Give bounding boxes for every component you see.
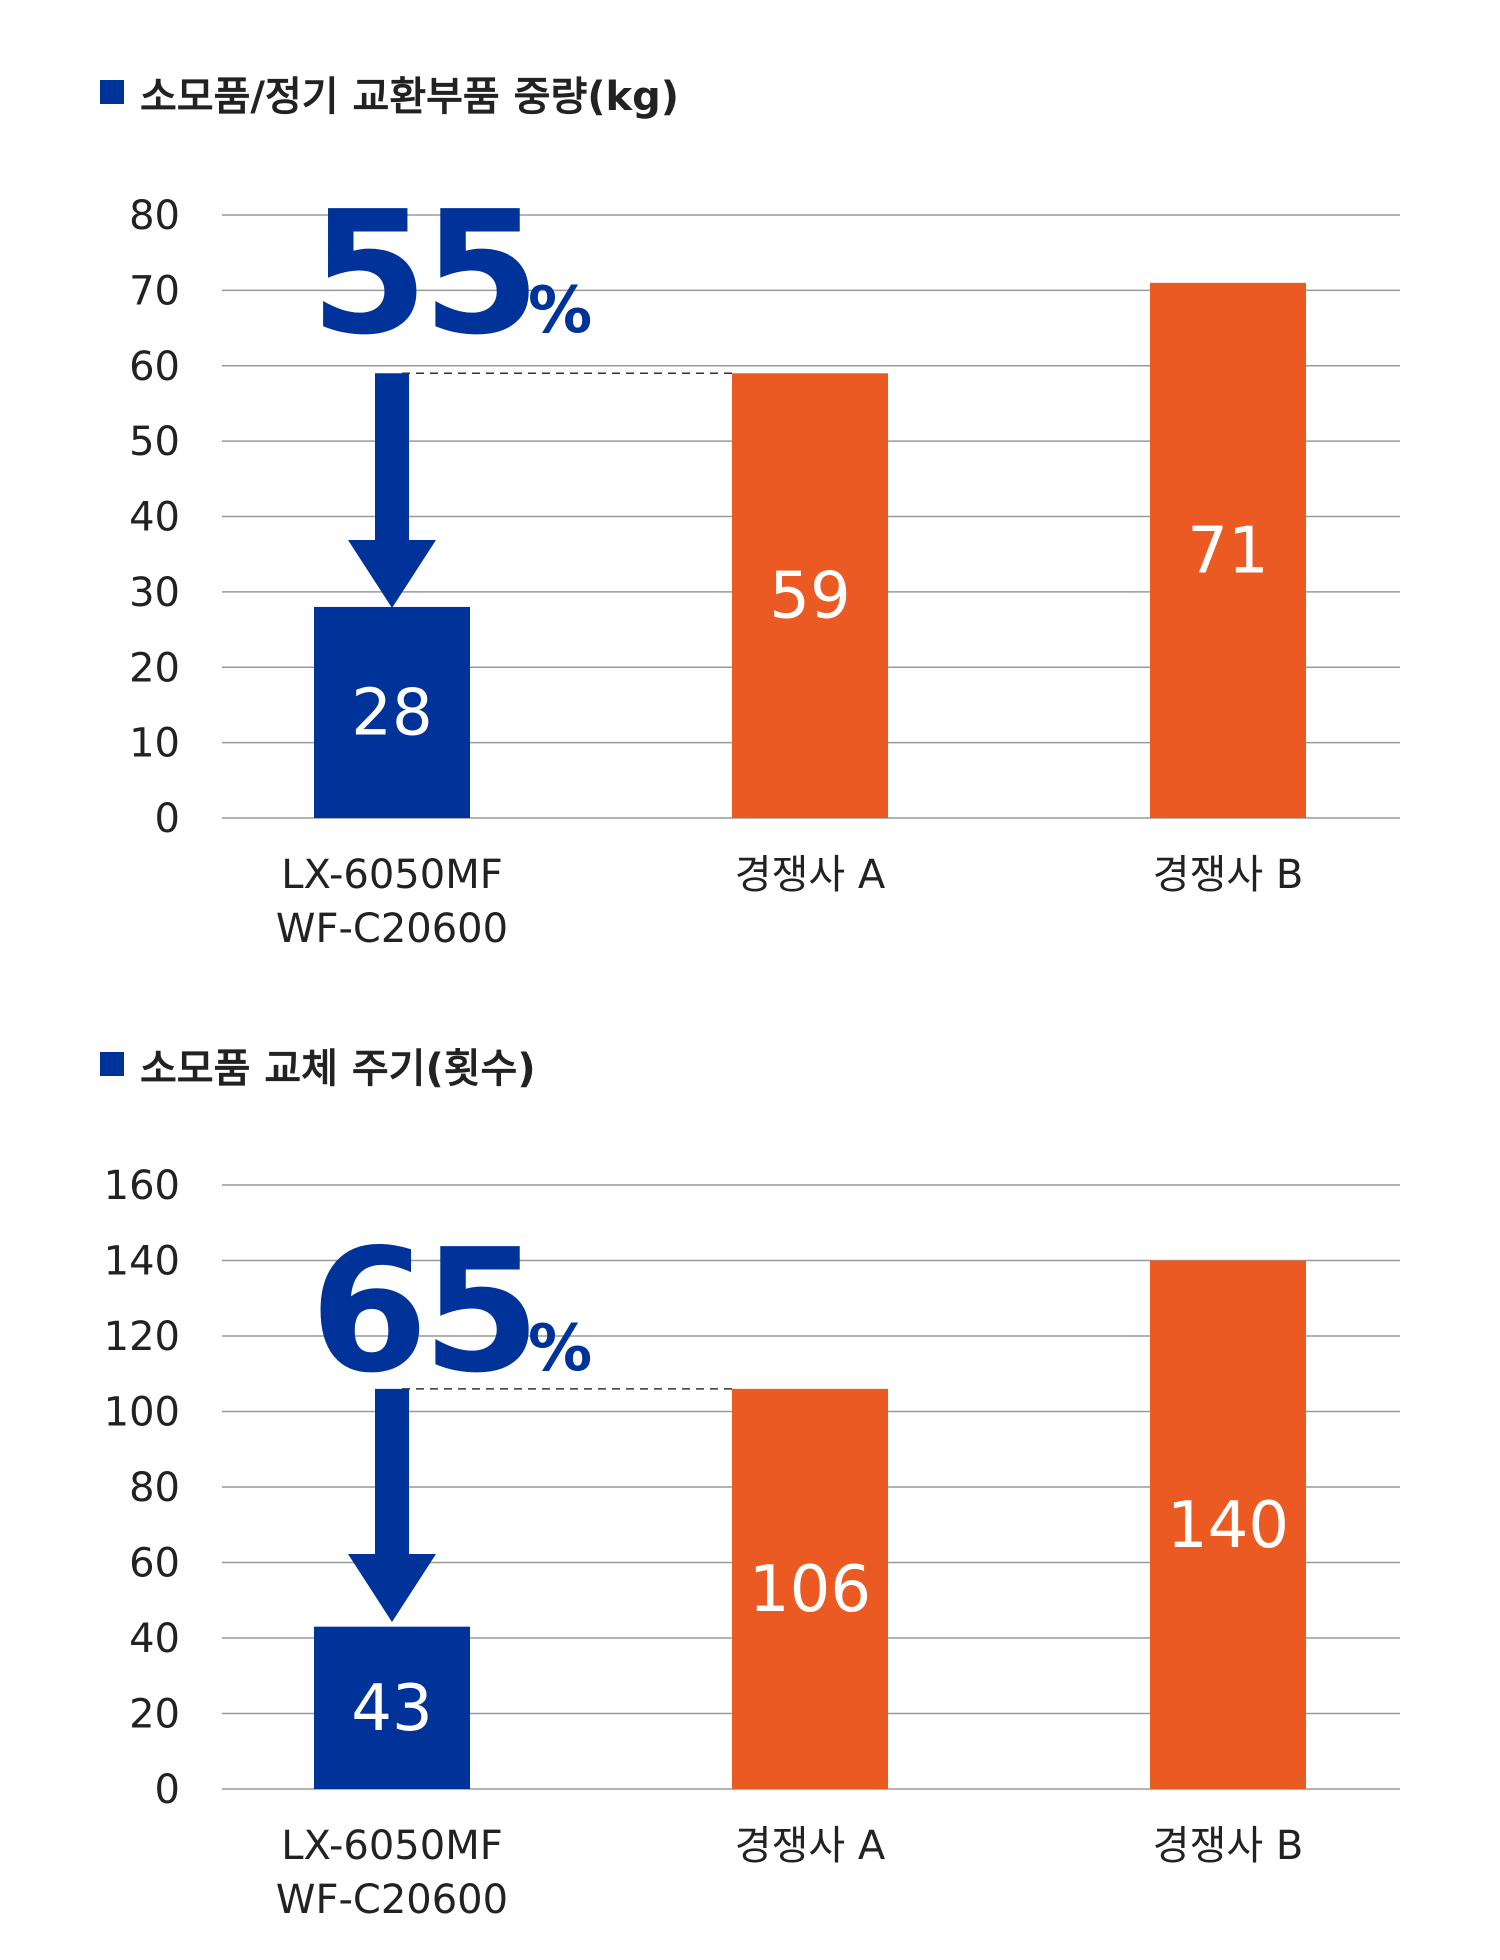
y-tick-label: 30: [129, 570, 180, 616]
y-tick-label: 80: [129, 193, 180, 239]
x-category-label: 경쟁사 A: [735, 1823, 886, 1869]
bar-competitor: [732, 373, 888, 818]
reduction-percent: 65: [310, 1213, 535, 1411]
y-tick-label: 40: [129, 1616, 180, 1662]
y-tick-label: 40: [129, 495, 180, 541]
bar-value-label: 59: [769, 560, 850, 634]
percent-sign: %: [528, 274, 592, 348]
y-tick-label: 160: [104, 1163, 180, 1209]
y-tick-label: 60: [129, 344, 180, 390]
bar-competitor: [1150, 1260, 1306, 1789]
title-marker: [100, 1052, 124, 1076]
x-category-label: 경쟁사 B: [1153, 852, 1304, 898]
y-tick-label: 20: [129, 645, 180, 691]
y-tick-label: 80: [129, 1465, 180, 1511]
y-tick-label: 140: [104, 1239, 180, 1285]
reduction-percent: 55: [310, 175, 535, 373]
bar-competitor: [732, 1388, 888, 1789]
percent-sign: %: [528, 1312, 592, 1386]
title-marker: [100, 80, 124, 104]
bar-value-label: 43: [351, 1672, 432, 1746]
y-tick-label: 0: [155, 1767, 180, 1813]
y-tick-label: 20: [129, 1692, 180, 1738]
y-tick-label: 60: [129, 1541, 180, 1587]
bar-competitor: [1150, 282, 1306, 818]
x-category-label: LX-6050MF WF-C20600: [276, 852, 508, 952]
y-tick-label: 50: [129, 419, 180, 465]
bar-ours: [314, 1626, 470, 1789]
chart-title: 소모품 교체 주기(횟수): [140, 1046, 536, 1092]
bar-value-label: 106: [749, 1553, 871, 1627]
y-tick-label: 120: [104, 1314, 180, 1360]
y-tick-label: 100: [104, 1390, 180, 1436]
chart-title: 소모품/정기 교환부품 중량(kg): [140, 74, 679, 120]
y-tick-label: 10: [129, 721, 180, 767]
down-arrow-icon: [348, 373, 436, 608]
bar-value-label: 28: [351, 676, 432, 750]
chart-1: 소모품/정기 교환부품 중량(kg) 0 10 20 30 40 50 60 70 80 28 LX-…: [100, 74, 1400, 952]
bar-ours: [314, 606, 470, 818]
x-category-label: LX-6050MF WF-C20600: [276, 1823, 508, 1923]
x-category-label: 경쟁사 A: [735, 852, 886, 898]
y-tick-label: 0: [155, 796, 180, 842]
y-tick-label: 70: [129, 268, 180, 314]
down-arrow-icon: [348, 1388, 436, 1622]
bar-value-label: 71: [1187, 514, 1268, 588]
x-category-label: 경쟁사 B: [1153, 1823, 1304, 1869]
chart-2: 소모품 교체 주기(횟수) 0 20 40 60 80 100 120 140 160 43 LX-6…: [100, 1046, 1400, 1923]
bar-value-label: 140: [1167, 1489, 1289, 1563]
